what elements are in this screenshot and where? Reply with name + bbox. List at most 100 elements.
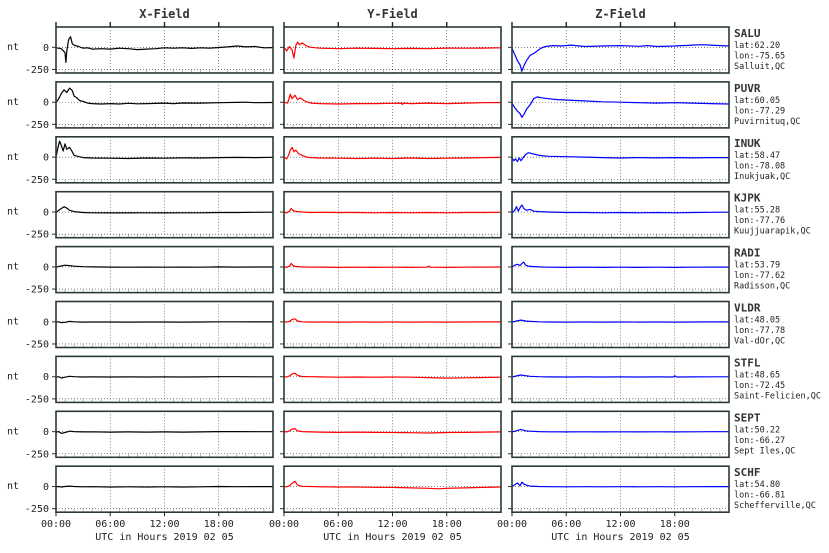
y-tick-label: 0 xyxy=(43,317,49,328)
series-salu-x-field xyxy=(55,36,274,64)
y-tick-label: -250 xyxy=(25,175,49,186)
y-tick-label: -250 xyxy=(25,230,49,241)
column-title: X-Field xyxy=(139,7,190,21)
x-tick-label: 18:00 xyxy=(660,519,690,530)
panel-stfl-0 xyxy=(52,355,274,404)
panel-kjpk-2 xyxy=(508,190,730,239)
station-place: Radisson,QC xyxy=(734,282,790,292)
panel-frame xyxy=(55,245,274,294)
series-sept-y-field xyxy=(283,428,502,434)
panel-frame xyxy=(511,190,730,239)
panel-sept-2 xyxy=(508,410,730,459)
panel-inuk-0 xyxy=(52,136,274,184)
panel-frame xyxy=(283,355,502,404)
station-row-stfl: 0 -250 nt STFLlat:48.65lon:-72.45Saint-Feli… xyxy=(7,355,821,405)
x-tick-label: 12:00 xyxy=(377,519,407,530)
panel-kjpk-1 xyxy=(280,190,502,239)
panel-puvr-1 xyxy=(280,81,502,129)
y-tick-label: -250 xyxy=(25,339,49,350)
panel-radi-2 xyxy=(508,245,730,294)
y-axis-label: nt xyxy=(7,262,19,273)
x-tick-label: 06:00 xyxy=(323,519,353,530)
panel-frame xyxy=(511,245,730,294)
x-tick-label: 18:00 xyxy=(432,519,462,530)
series-puvr-x-field xyxy=(55,87,274,105)
panel-frame xyxy=(511,300,730,349)
y-tick-label: -250 xyxy=(25,504,49,515)
series-vldr-y-field xyxy=(283,318,501,323)
x-tick-label: 12:00 xyxy=(149,519,179,530)
x-tick-label: 06:00 xyxy=(95,519,125,530)
station-lat: lat:54.80 xyxy=(734,480,780,490)
panel-salu-0 xyxy=(52,22,274,74)
x-tick-label: 06:00 xyxy=(551,519,581,530)
panel-frame xyxy=(283,136,502,184)
panel-frame xyxy=(511,136,730,184)
station-lon: lon:-78.08 xyxy=(734,161,785,171)
panel-frame xyxy=(283,190,502,239)
station-code: INUK xyxy=(734,137,761,150)
panel-frame xyxy=(283,410,502,459)
x-tick-label: 18:00 xyxy=(204,519,234,530)
y-tick-label: 0 xyxy=(43,427,49,438)
station-place: Salluit,QC xyxy=(734,62,785,72)
x-tick-label: 00:00 xyxy=(497,519,527,530)
x-tick-label: 00:00 xyxy=(41,519,71,530)
series-stfl-z-field xyxy=(511,374,729,378)
y-tick-label: -250 xyxy=(25,394,49,405)
series-vldr-z-field xyxy=(511,319,729,323)
station-row-radi: 0 -250 nt RADIlat:53.79lon:-77.62Radisson,Q… xyxy=(7,245,790,296)
panel-frame xyxy=(55,81,274,129)
station-rows: 0 -250 nt SALUlat:62.20lon:-75.65Salluit,QC… xyxy=(7,22,821,515)
series-puvr-z-field xyxy=(511,96,730,118)
panel-frame xyxy=(283,245,502,294)
y-axis-label: nt xyxy=(7,152,19,163)
station-code: VLDR xyxy=(734,302,761,315)
panel-frame xyxy=(283,300,502,349)
series-salu-y-field xyxy=(283,41,502,59)
bottom-axes: 00:00 06:00 12:00 18:00 UTC in Hours 2019 02… xyxy=(41,512,690,543)
column-titles: X-Field Y-Field Z-Field xyxy=(139,7,646,21)
series-vldr-x-field xyxy=(55,320,273,324)
station-code: PUVR xyxy=(734,82,761,95)
panel-frame xyxy=(55,190,274,239)
station-place: Inukjuak,QC xyxy=(734,172,790,182)
station-row-schf: 0 -250 nt SCHFlat:54.80lon:-66.81Scheffervi… xyxy=(7,465,816,515)
panel-frame xyxy=(55,300,274,349)
station-lon: lon:-77.29 xyxy=(734,106,785,116)
station-code: SALU xyxy=(734,27,761,40)
series-schf-y-field xyxy=(283,480,502,490)
station-place: Saint-Felicien,QC xyxy=(734,391,821,401)
y-axis-label: nt xyxy=(7,207,19,218)
y-tick-label: 0 xyxy=(43,98,49,109)
panel-inuk-2 xyxy=(508,136,730,184)
panel-sept-1 xyxy=(280,410,502,459)
station-place: Puvirnituq,QC xyxy=(734,117,801,127)
y-axis-label: nt xyxy=(7,97,19,108)
station-row-kjpk: 0 -250 nt KJPKlat:55.28lon:-77.76Kuujjuarap… xyxy=(7,190,811,241)
series-schf-z-field xyxy=(511,481,729,488)
panel-radi-1 xyxy=(280,245,502,294)
y-axis-label: nt xyxy=(7,42,19,53)
y-tick-label: -250 xyxy=(25,449,49,460)
station-lat: lat:62.20 xyxy=(734,41,780,51)
panel-stfl-2 xyxy=(508,355,730,404)
panel-frame xyxy=(511,355,730,404)
series-sept-z-field xyxy=(511,428,729,433)
y-axis-label: nt xyxy=(7,481,19,492)
series-kjpk-z-field xyxy=(511,204,730,214)
station-lat: lat:53.79 xyxy=(734,261,780,271)
series-puvr-y-field xyxy=(283,93,502,106)
y-tick-label: 0 xyxy=(43,372,49,383)
station-place: Val-dOr,QC xyxy=(734,337,785,347)
panel-frame xyxy=(511,81,730,129)
panel-puvr-0 xyxy=(52,81,274,129)
panel-schf-0 xyxy=(52,465,274,514)
y-tick-label: -250 xyxy=(25,285,49,296)
station-lat: lat:58.47 xyxy=(734,151,780,161)
column-title: Y-Field xyxy=(367,7,418,21)
panel-frame xyxy=(283,81,502,129)
